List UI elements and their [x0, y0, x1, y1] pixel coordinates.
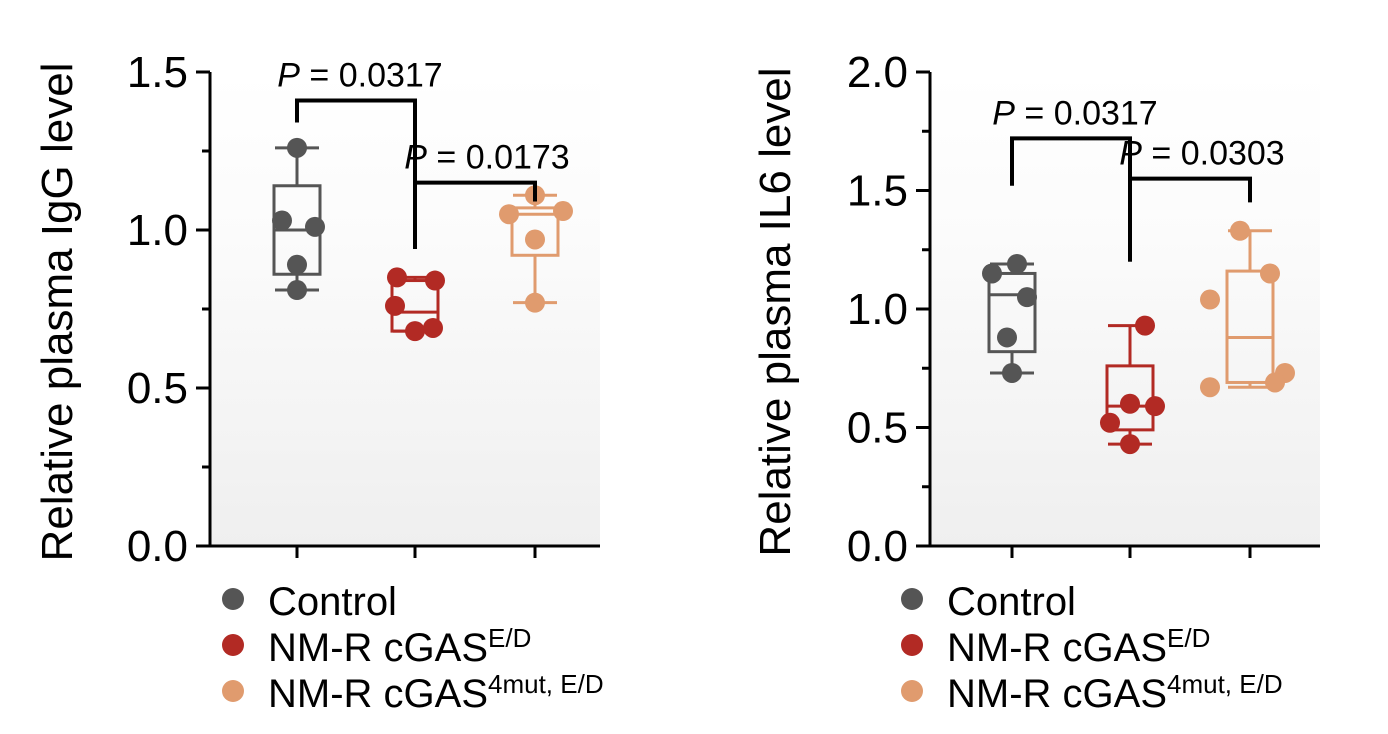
- data-point: [499, 204, 519, 225]
- legend-label: Control: [947, 580, 1076, 624]
- bracket-line: [295, 98, 417, 249]
- significance-bracket: P = 0.0303: [1119, 135, 1285, 262]
- data-point: [997, 327, 1017, 348]
- legend-label: NM-R cGASE/D: [268, 623, 531, 670]
- data-point: [423, 317, 443, 338]
- box-iqr: [1225, 269, 1275, 384]
- data-point: [1200, 289, 1220, 310]
- plot-background: [930, 72, 1320, 546]
- data-point: [1265, 372, 1285, 393]
- data-point: [1017, 287, 1037, 308]
- legend-marker: [222, 588, 244, 610]
- data-point: [1120, 434, 1140, 455]
- legend-marker: [222, 680, 244, 702]
- p-value-label: P = 0.0173: [404, 139, 569, 177]
- y-tick-label: 0.5: [127, 364, 188, 413]
- data-point: [425, 270, 445, 291]
- p-value-label: P = 0.0317: [277, 56, 442, 94]
- y-tick-label: 0.0: [847, 522, 908, 571]
- legend-marker: [901, 588, 923, 610]
- data-point: [1145, 396, 1165, 417]
- significance-bracket: P = 0.0173: [404, 139, 570, 249]
- y-tick-label: 1.5: [127, 48, 188, 97]
- il6-panel: 0.0 0.5 1.0 1.5 2.0 Relative plasma IL6 level…: [751, 48, 1320, 571]
- p-value-label: P = 0.0303: [1119, 135, 1284, 173]
- box-series-0: [272, 137, 325, 301]
- data-point: [385, 295, 405, 316]
- legend-marker: [222, 634, 244, 656]
- legend-marker: [901, 634, 923, 656]
- bracket-line: [413, 180, 537, 249]
- data-point: [1260, 263, 1280, 284]
- data-point: [1230, 220, 1250, 241]
- data-point: [1002, 362, 1022, 383]
- y-tick-label: 1.0: [847, 285, 908, 334]
- box-series-2: [1200, 220, 1295, 398]
- data-point: [387, 267, 407, 288]
- legend-label: NM-R cGAS4mut, E/D: [268, 669, 604, 716]
- data-point: [1200, 377, 1220, 398]
- box-series-0: [982, 253, 1037, 383]
- y-tick-label: 0.5: [847, 404, 908, 453]
- data-point: [305, 216, 325, 237]
- data-point: [405, 321, 425, 342]
- data-point: [1135, 315, 1155, 336]
- data-point: [287, 254, 307, 275]
- data-point: [1120, 393, 1140, 414]
- data-point: [272, 210, 292, 231]
- legend-marker: [901, 680, 923, 702]
- y-axis-label: Relative plasma IgG level: [33, 63, 82, 562]
- box-iqr: [510, 206, 560, 257]
- data-point: [553, 201, 573, 222]
- y-tick-label: 2.0: [847, 48, 908, 97]
- box-series-1: [1100, 315, 1165, 455]
- data-point: [525, 229, 545, 250]
- legend-label: Control: [268, 580, 397, 624]
- legend-label: NM-R cGASE/D: [947, 623, 1210, 670]
- legend-label: NM-R cGAS4mut, E/D: [947, 669, 1283, 716]
- data-point: [1007, 253, 1027, 274]
- y-tick-label: 0.0: [127, 522, 188, 571]
- bracket-line: [1128, 176, 1252, 262]
- data-point: [287, 137, 307, 158]
- y-axis-label: Relative plasma IL6 level: [751, 67, 800, 556]
- box-iqr: [987, 271, 1037, 354]
- y-tick-label: 1.5: [847, 167, 908, 216]
- box-series-1: [385, 267, 445, 342]
- significance-bracket: P = 0.0317: [277, 56, 443, 249]
- data-point: [982, 263, 1002, 284]
- igg-panel: 0.0 0.5 1.0 1.5 Relative plasma IgG level P =…: [33, 48, 600, 571]
- data-point: [1100, 412, 1120, 433]
- data-point: [525, 292, 545, 313]
- y-tick-label: 1.0: [127, 206, 188, 255]
- p-value-label: P = 0.0317: [992, 94, 1157, 132]
- data-point: [287, 280, 307, 301]
- box-series-2: [499, 185, 573, 313]
